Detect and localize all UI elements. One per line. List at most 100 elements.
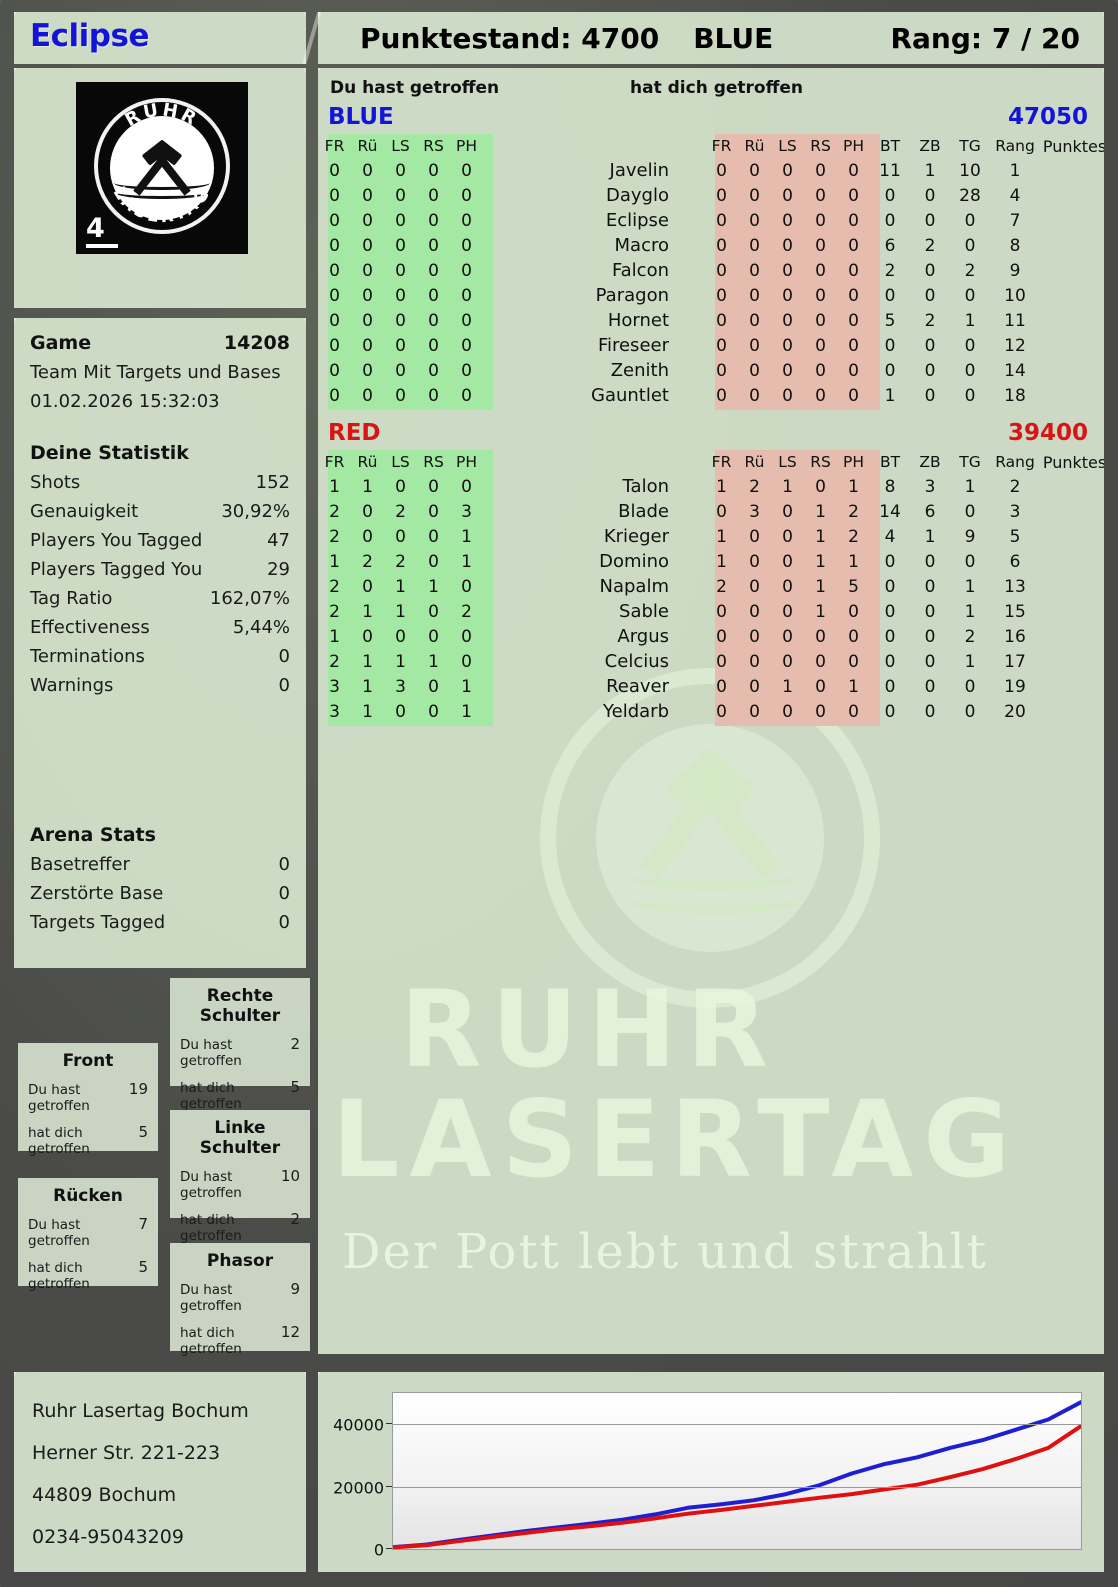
bt-cell: 0 bbox=[884, 360, 896, 381]
points-cell: 900 bbox=[1040, 699, 1104, 724]
column-header: FR bbox=[324, 137, 345, 155]
spacer-cell bbox=[691, 474, 705, 499]
you-hit-cell: 1 bbox=[395, 651, 406, 672]
hit-you-cell: 0 bbox=[716, 235, 727, 256]
your-stat-value: 47 bbox=[267, 530, 290, 551]
table-row[interactable]: 00000Hornet00000521114300 bbox=[318, 308, 1104, 333]
hit-box-you-hit-row: Du hast getroffen 9 bbox=[180, 1280, 300, 1314]
spacer-cell bbox=[483, 474, 495, 499]
hit-you-cell: 0 bbox=[749, 260, 760, 281]
hit-you-cell: 0 bbox=[716, 285, 727, 306]
table-row[interactable]: 1 2 2 0 1 Domino 1 0 0 1 1 0 0 0 6 5900 bbox=[318, 549, 1104, 574]
your-stat-label: Genauigkeit bbox=[30, 501, 139, 522]
you-hit-cell: 1 bbox=[362, 651, 373, 672]
hit-you-cell: 1 bbox=[716, 551, 727, 572]
tg-cell: 0 bbox=[964, 360, 976, 381]
table-row[interactable]: 2 1 1 0 2 Sable 0 0 0 1 0 0 0 1 15 1700 bbox=[318, 599, 1104, 624]
spacer-cell bbox=[691, 208, 705, 233]
hit-box-title: Front bbox=[62, 1051, 114, 1071]
hit-you-cell: 0 bbox=[848, 651, 859, 672]
points-cell: 1300 bbox=[1040, 383, 1104, 408]
column-header bbox=[495, 134, 691, 158]
address-line: Herner Str. 221-223 bbox=[32, 1442, 221, 1464]
hit-you-cell: 3 bbox=[749, 501, 760, 522]
you-hit-cell: 3 bbox=[329, 701, 340, 722]
hit-you-cell: 1 bbox=[848, 551, 859, 572]
arena-stats-title: Arena Stats bbox=[30, 824, 290, 846]
you-hit-cell: 0 bbox=[329, 260, 340, 281]
logo-ring-icon bbox=[94, 98, 230, 235]
arena-stat-row: Zerstörte Base 0 bbox=[30, 879, 290, 908]
you-hit-cell: 1 bbox=[395, 576, 406, 597]
spacer-cell bbox=[691, 158, 705, 183]
hit-you-cell: 0 bbox=[782, 185, 793, 206]
hit-box-hit-you-value: 5 bbox=[290, 1078, 300, 1096]
bt-cell: 0 bbox=[884, 285, 896, 306]
table-row[interactable]: 0 0 0 0 0 Eclipse 0 0 0 0 0 0 0 0 7 4700 bbox=[318, 208, 1104, 233]
hit-box-you-hit-value: 10 bbox=[280, 1167, 300, 1185]
table-row[interactable]: 0 0 0 0 0 Gauntlet 0 0 0 0 0 1 0 0 18 1300 bbox=[318, 383, 1104, 408]
points-cell: 7800 bbox=[1040, 183, 1104, 208]
you-hit-cell: 0 bbox=[362, 360, 373, 381]
you-hit-cell: 0 bbox=[362, 310, 373, 331]
spacer-cell bbox=[483, 699, 495, 724]
hit-you-cell: 0 bbox=[716, 185, 727, 206]
table-row[interactable]: 0 0 0 0 0 Paragon 0 0 0 0 0 0 0 0 10 4300 bbox=[318, 283, 1104, 308]
table-row[interactable]: 0 0 0 0 0 Zenith 0 0 0 0 0 0 0 0 14 2700 bbox=[318, 358, 1104, 383]
you-hit-cell: 0 bbox=[395, 385, 406, 406]
you-hit-cell: 0 bbox=[362, 626, 373, 647]
tg-cell: 2 bbox=[964, 260, 976, 281]
table-row[interactable]: 1 1 0 0 0 Talon 1 2 1 0 1 8 3 1 2 9300 bbox=[318, 474, 1104, 499]
zb-cell: 0 bbox=[924, 360, 936, 381]
your-stat-value: 0 bbox=[278, 646, 290, 667]
tg-cell: 10 bbox=[959, 160, 981, 181]
team-total-score: 47050 bbox=[1007, 104, 1088, 130]
column-header: Rang bbox=[995, 137, 1035, 155]
you-hit-cell: 2 bbox=[395, 551, 406, 572]
your-stat-value: 29 bbox=[267, 559, 290, 580]
tg-cell: 0 bbox=[964, 235, 976, 256]
spacer bbox=[30, 416, 290, 442]
table-row[interactable]: 2 0 1 1 0 Napalm 2 0 0 1 5 0 0 1 13 3150 bbox=[318, 574, 1104, 599]
hit-box-hit-you-row: hat dich getroffen 5 bbox=[28, 1123, 148, 1157]
table-row[interactable]: 2 0 0 0 1 Krieger 1 0 0 1 2 4 1 9 5 6350 bbox=[318, 524, 1104, 549]
you-hit-cell: 2 bbox=[329, 526, 340, 547]
spacer-cell bbox=[483, 499, 495, 524]
table-header-row: FR Rü LS RS PH FR Rü LS RS PH BT ZB TG Rang Punktestan… bbox=[318, 450, 1104, 474]
hit-you-cell: 0 bbox=[782, 701, 793, 722]
column-header: Punktestand: bbox=[1042, 136, 1104, 156]
points-cell: 4300 bbox=[1040, 308, 1104, 333]
table-row[interactable]: 0 0 0 0 0 Falcon 0 0 0 0 0 2 0 2 9 4450 bbox=[318, 258, 1104, 283]
hit-you-cell: 0 bbox=[848, 210, 859, 231]
you-hit-highlight-band bbox=[328, 450, 493, 726]
hit-box-hit-you-label: hat dich getroffen bbox=[28, 1260, 90, 1292]
table-row[interactable]: 2 0 2 0 3 Blade 0 3 0 1 2 14 6 0 3 8200 bbox=[318, 499, 1104, 524]
table-row[interactable]: 00000Javelin000001111019400 bbox=[318, 158, 1104, 183]
hit-box-hit-you-value: 2 bbox=[290, 1210, 300, 1228]
hit-you-cell: 2 bbox=[848, 501, 859, 522]
hit-you-cell: 1 bbox=[848, 676, 859, 697]
you-hit-cell: 0 bbox=[428, 360, 439, 381]
table-row[interactable]: 3 1 0 0 1 Yeldarb 0 0 0 0 0 0 0 0 20 900 bbox=[318, 699, 1104, 724]
you-hit-cell: 0 bbox=[329, 310, 340, 331]
column-header: TG bbox=[959, 137, 981, 155]
zb-cell: 0 bbox=[924, 260, 936, 281]
bt-cell: 0 bbox=[884, 551, 896, 572]
table-row[interactable]: 0 0 0 0 0 Fireseer 0 0 0 0 0 0 0 0 12 3500 bbox=[318, 333, 1104, 358]
hit-you-cell: 0 bbox=[749, 360, 760, 381]
your-stat-label: Warnings bbox=[30, 675, 114, 696]
hit-you-cell: 0 bbox=[716, 651, 727, 672]
zb-cell: 3 bbox=[924, 476, 936, 497]
team-header: BLUE 47050 bbox=[318, 104, 1104, 134]
chart-y-tick bbox=[386, 1485, 392, 1487]
table-row[interactable]: 0 0 0 0 0 Dayglo 0 0 0 0 0 0 0 28 4 7800 bbox=[318, 183, 1104, 208]
hit-you-cell: 0 bbox=[716, 160, 727, 181]
your-stats-list: Shots 152 Genauigkeit 30,92% Players You Tag… bbox=[30, 468, 290, 700]
you-hit-cell: 1 bbox=[362, 701, 373, 722]
arena-stat-value: 0 bbox=[278, 912, 290, 933]
table-row[interactable]: 0 0 0 0 0 Macro 0 0 0 0 0 6 2 0 8 4600 bbox=[318, 233, 1104, 258]
hit-box-you-hit-value: 9 bbox=[290, 1280, 300, 1298]
